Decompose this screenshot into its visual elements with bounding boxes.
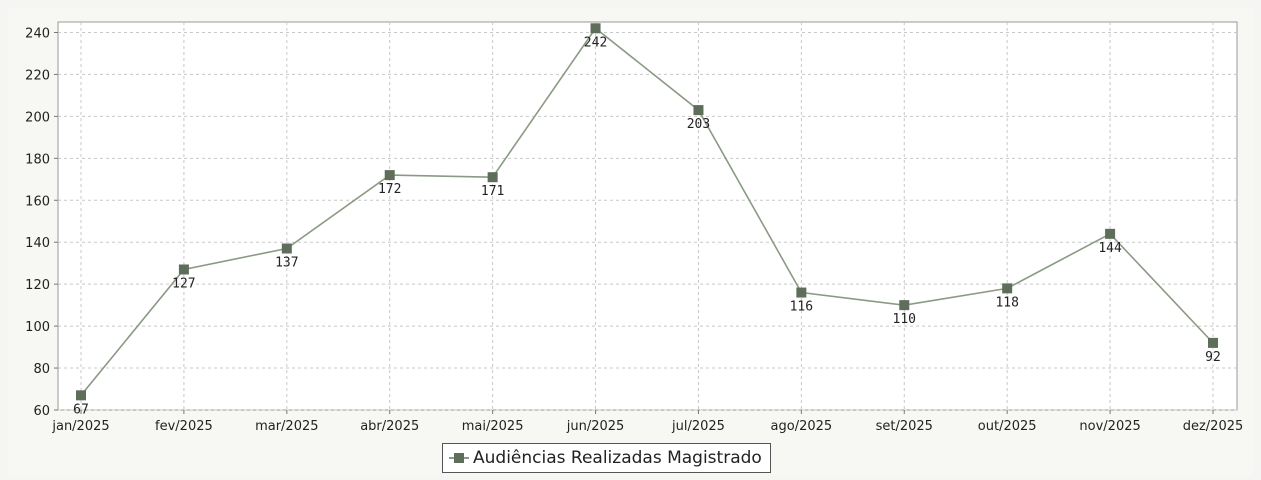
data-label: 116 bbox=[790, 300, 813, 315]
y-tick-label: 160 bbox=[25, 194, 50, 209]
x-tick-label: jun/2025 bbox=[566, 419, 625, 434]
y-tick-label: 140 bbox=[25, 236, 50, 251]
data-point bbox=[1002, 283, 1013, 294]
y-tick-label: 80 bbox=[33, 362, 50, 377]
x-tick-label: out/2025 bbox=[978, 419, 1037, 434]
data-label: 137 bbox=[275, 256, 298, 271]
data-point bbox=[384, 170, 395, 181]
x-tick-label: jul/2025 bbox=[671, 419, 725, 434]
data-label: 172 bbox=[378, 182, 401, 197]
data-point bbox=[590, 23, 601, 34]
x-tick-label: abr/2025 bbox=[360, 419, 419, 434]
y-tick-label: 120 bbox=[25, 278, 50, 293]
legend: Audiências Realizadas Magistrado bbox=[442, 443, 771, 473]
data-point bbox=[487, 172, 498, 183]
data-label: 92 bbox=[1205, 350, 1221, 365]
legend-marker-icon bbox=[449, 453, 469, 463]
data-label: 242 bbox=[584, 35, 607, 50]
y-tick-label: 240 bbox=[25, 26, 50, 41]
data-label: 144 bbox=[1098, 241, 1122, 256]
data-point bbox=[693, 105, 704, 116]
legend-label: Audiências Realizadas Magistrado bbox=[473, 448, 762, 468]
series-line bbox=[80, 27, 1214, 396]
x-tick-label: nov/2025 bbox=[1079, 419, 1140, 434]
x-tick-label: mar/2025 bbox=[255, 419, 318, 434]
data-point bbox=[899, 300, 910, 311]
x-tick-label: dez/2025 bbox=[1183, 419, 1244, 434]
data-point bbox=[1208, 337, 1218, 348]
x-tick-label: fev/2025 bbox=[155, 419, 213, 434]
data-point bbox=[281, 243, 292, 254]
y-tick-label: 60 bbox=[33, 404, 50, 419]
y-tick-label: 180 bbox=[25, 152, 50, 167]
data-label: 110 bbox=[893, 312, 916, 327]
data-point bbox=[796, 287, 807, 298]
data-label: 118 bbox=[995, 295, 1018, 310]
data-point bbox=[76, 390, 86, 401]
y-tick-label: 200 bbox=[25, 110, 50, 125]
x-tick-label: set/2025 bbox=[876, 419, 933, 434]
data-point bbox=[1105, 228, 1116, 239]
data-label: 67 bbox=[73, 402, 89, 417]
x-tick-label: jan/2025 bbox=[51, 419, 109, 434]
plot-area bbox=[57, 21, 1238, 411]
x-tick-label: mai/2025 bbox=[462, 419, 524, 434]
data-label: 203 bbox=[687, 117, 710, 132]
data-label: 127 bbox=[172, 276, 195, 291]
y-tick-label: 220 bbox=[25, 68, 50, 83]
x-tick-label: ago/2025 bbox=[771, 419, 833, 434]
data-point bbox=[178, 264, 189, 275]
data-label: 171 bbox=[481, 184, 504, 199]
y-tick-label: 100 bbox=[25, 320, 50, 335]
